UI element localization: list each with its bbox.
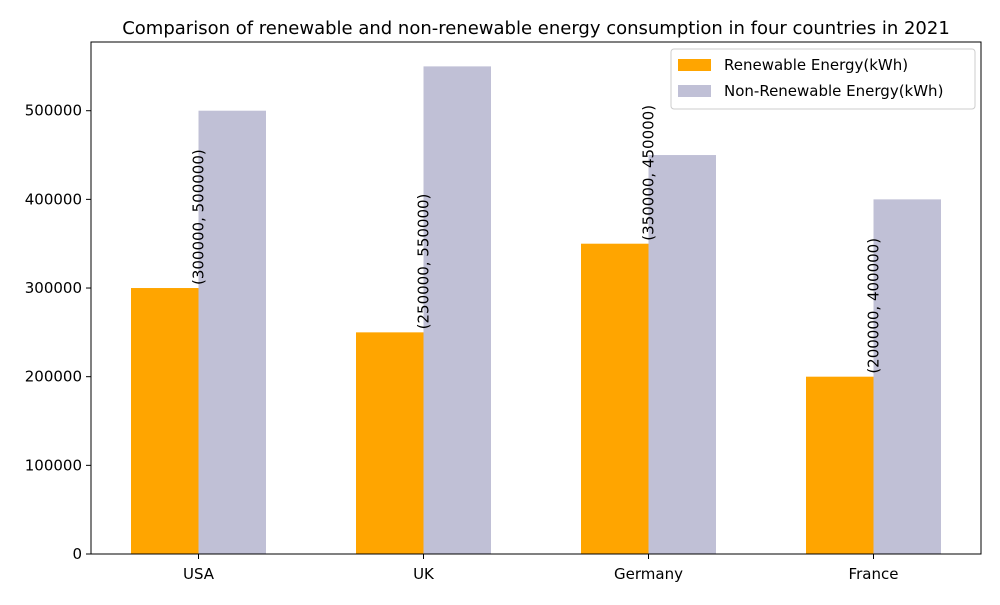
non-renewable-bar-germany [648,155,716,555]
data-label-uk: (250000, 550000) [415,194,433,330]
non-renewable-bar-france [873,199,941,554]
legend-swatch-non-renewable [678,85,711,97]
legend-label-non-renewable: Non-Renewable Energy(kWh) [724,82,943,100]
non-renewable-bar-usa [198,110,266,554]
chart-title: Comparison of renewable and non-renewabl… [122,18,950,39]
legend-box [670,48,976,110]
y-tick-label: 200000 [25,368,82,386]
data-label-germany: (350000, 450000) [640,105,658,241]
y-axis: 0 100000 200000 300000 400000 500000 [25,102,91,563]
x-tick-label-usa: USA [183,565,215,583]
y-tick-label: 100000 [25,456,82,474]
x-axis: USA UK Germany France [183,554,898,583]
plot-frame [90,41,982,555]
data-label-france: (200000, 400000) [865,238,883,374]
renewable-bar-uk [356,332,424,554]
x-tick-label-france: France [849,565,899,583]
non-renewable-bar-uk [423,66,491,554]
legend-swatch-renewable [678,59,711,71]
y-tick-label: 300000 [25,279,82,297]
y-tick-label: 500000 [25,102,82,120]
legend: Renewable Energy(kWh) Non-Renewable Energ… [670,48,976,110]
x-tick-label-germany: Germany [614,565,683,583]
data-labels-layer: (300000, 500000) (250000, 550000) (350000,… [190,105,883,374]
renewable-bar-germany [581,243,649,555]
bars-layer [131,66,941,555]
renewable-bar-france [806,376,874,554]
data-label-usa: (300000, 500000) [190,149,208,285]
legend-label-renewable: Renewable Energy(kWh) [724,56,908,74]
y-tick-label: 400000 [25,190,82,208]
x-tick-label-uk: UK [413,565,435,583]
y-tick-label: 0 [72,545,82,563]
renewable-bar-usa [131,288,199,554]
